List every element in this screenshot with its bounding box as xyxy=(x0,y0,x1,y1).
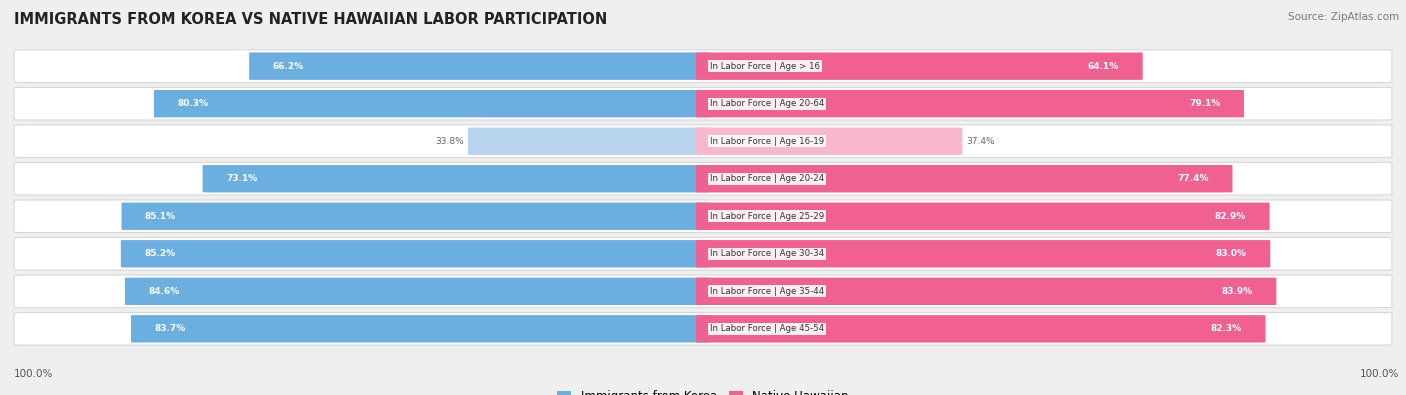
FancyBboxPatch shape xyxy=(121,203,710,230)
Text: 64.1%: 64.1% xyxy=(1088,62,1119,71)
Text: 77.4%: 77.4% xyxy=(1178,174,1209,183)
Text: 80.3%: 80.3% xyxy=(177,99,208,108)
Text: 85.2%: 85.2% xyxy=(145,249,176,258)
FancyBboxPatch shape xyxy=(696,90,1244,117)
Text: In Labor Force | Age > 16: In Labor Force | Age > 16 xyxy=(710,62,820,71)
Text: Source: ZipAtlas.com: Source: ZipAtlas.com xyxy=(1288,12,1399,22)
Text: 100.0%: 100.0% xyxy=(1360,369,1399,379)
FancyBboxPatch shape xyxy=(696,240,1270,267)
Text: 84.6%: 84.6% xyxy=(149,287,180,296)
FancyBboxPatch shape xyxy=(14,125,1392,158)
Text: In Labor Force | Age 20-64: In Labor Force | Age 20-64 xyxy=(710,99,824,108)
Text: In Labor Force | Age 45-54: In Labor Force | Age 45-54 xyxy=(710,324,824,333)
Text: 79.1%: 79.1% xyxy=(1189,99,1220,108)
Text: In Labor Force | Age 25-29: In Labor Force | Age 25-29 xyxy=(710,212,824,221)
Text: In Labor Force | Age 35-44: In Labor Force | Age 35-44 xyxy=(710,287,824,296)
FancyBboxPatch shape xyxy=(125,278,710,305)
Text: In Labor Force | Age 20-24: In Labor Force | Age 20-24 xyxy=(710,174,824,183)
Text: 33.8%: 33.8% xyxy=(434,137,464,146)
Text: In Labor Force | Age 16-19: In Labor Force | Age 16-19 xyxy=(710,137,824,146)
Legend: Immigrants from Korea, Native Hawaiian: Immigrants from Korea, Native Hawaiian xyxy=(553,385,853,395)
FancyBboxPatch shape xyxy=(121,240,710,267)
Text: 37.4%: 37.4% xyxy=(966,137,995,146)
FancyBboxPatch shape xyxy=(14,312,1392,345)
FancyBboxPatch shape xyxy=(14,87,1392,120)
FancyBboxPatch shape xyxy=(202,165,710,192)
Text: 83.7%: 83.7% xyxy=(155,324,186,333)
FancyBboxPatch shape xyxy=(14,237,1392,270)
Text: 82.9%: 82.9% xyxy=(1215,212,1246,221)
Text: IMMIGRANTS FROM KOREA VS NATIVE HAWAIIAN LABOR PARTICIPATION: IMMIGRANTS FROM KOREA VS NATIVE HAWAIIAN… xyxy=(14,12,607,27)
Text: 66.2%: 66.2% xyxy=(273,62,304,71)
Text: 73.1%: 73.1% xyxy=(226,174,257,183)
Text: 100.0%: 100.0% xyxy=(14,369,53,379)
FancyBboxPatch shape xyxy=(14,50,1392,83)
FancyBboxPatch shape xyxy=(14,162,1392,195)
FancyBboxPatch shape xyxy=(696,53,1143,80)
Text: In Labor Force | Age 30-34: In Labor Force | Age 30-34 xyxy=(710,249,824,258)
Text: 82.3%: 82.3% xyxy=(1211,324,1241,333)
FancyBboxPatch shape xyxy=(131,315,710,342)
FancyBboxPatch shape xyxy=(696,315,1265,342)
FancyBboxPatch shape xyxy=(696,165,1233,192)
Text: 83.0%: 83.0% xyxy=(1216,249,1247,258)
FancyBboxPatch shape xyxy=(696,278,1277,305)
FancyBboxPatch shape xyxy=(468,128,710,155)
FancyBboxPatch shape xyxy=(153,90,710,117)
Text: 83.9%: 83.9% xyxy=(1222,287,1253,296)
FancyBboxPatch shape xyxy=(14,200,1392,233)
FancyBboxPatch shape xyxy=(249,53,710,80)
FancyBboxPatch shape xyxy=(14,275,1392,308)
Text: 85.1%: 85.1% xyxy=(145,212,176,221)
FancyBboxPatch shape xyxy=(696,128,962,155)
FancyBboxPatch shape xyxy=(696,203,1270,230)
